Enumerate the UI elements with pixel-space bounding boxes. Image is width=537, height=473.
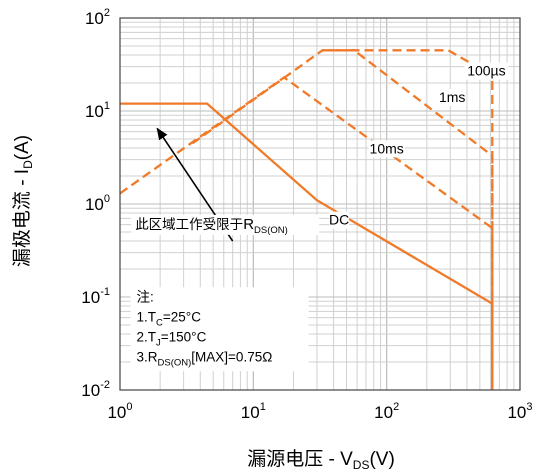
curve-1ms [191, 49, 494, 390]
curve-label-bg [368, 140, 405, 158]
chart-tick-labels: 100 101 102 103 10-2 10-1 100 101 102 [81, 7, 532, 422]
y-tick-label: 101 [85, 100, 110, 121]
x-tick-label: 103 [507, 401, 532, 422]
x-tick-label: 101 [241, 401, 266, 422]
chart-grid [119, 17, 521, 391]
annotation-text: 此区域工作受限于RDS(ON) [135, 216, 288, 236]
curve-label-10ms: 10ms [370, 140, 404, 156]
x-tick-label: 102 [374, 401, 399, 422]
curve-label-bg [329, 211, 350, 229]
note-line: 3.RDS(ON)[MAX]=0.75Ω [137, 349, 273, 368]
plot-frame [119, 17, 521, 391]
curve-100s [322, 49, 494, 390]
y-tick-label: 10-2 [81, 379, 110, 400]
notes-bg [130, 287, 309, 372]
chart-axes [119, 17, 521, 391]
curve-label-100s: 100µs [467, 63, 505, 79]
x-axis-label: 漏源电压 - VDS(V) [247, 448, 395, 472]
note-line: 1.TC=25°C [137, 309, 202, 328]
curve-label-1ms: 1ms [439, 89, 465, 105]
annotation-text-bg [131, 214, 320, 235]
curve-label-bg [438, 88, 467, 106]
curve-label-dc: DC [329, 212, 349, 228]
y-tick-label: 100 [85, 193, 110, 214]
chart-notes: 此区域工作受限于RDS(ON) 注: 1.TC=25°C2.TJ=150°C3.RD… [130, 127, 320, 372]
y-axis-label: 漏极电流 - ID(A) [11, 135, 35, 267]
notes-title: 注: [137, 289, 154, 304]
x-tick-label: 100 [107, 401, 132, 422]
curve-label-bg [464, 62, 509, 80]
note-line: 2.TJ=150°C [137, 329, 207, 348]
y-tick-label: 102 [85, 7, 110, 28]
y-tick-label: 10-1 [81, 286, 110, 307]
